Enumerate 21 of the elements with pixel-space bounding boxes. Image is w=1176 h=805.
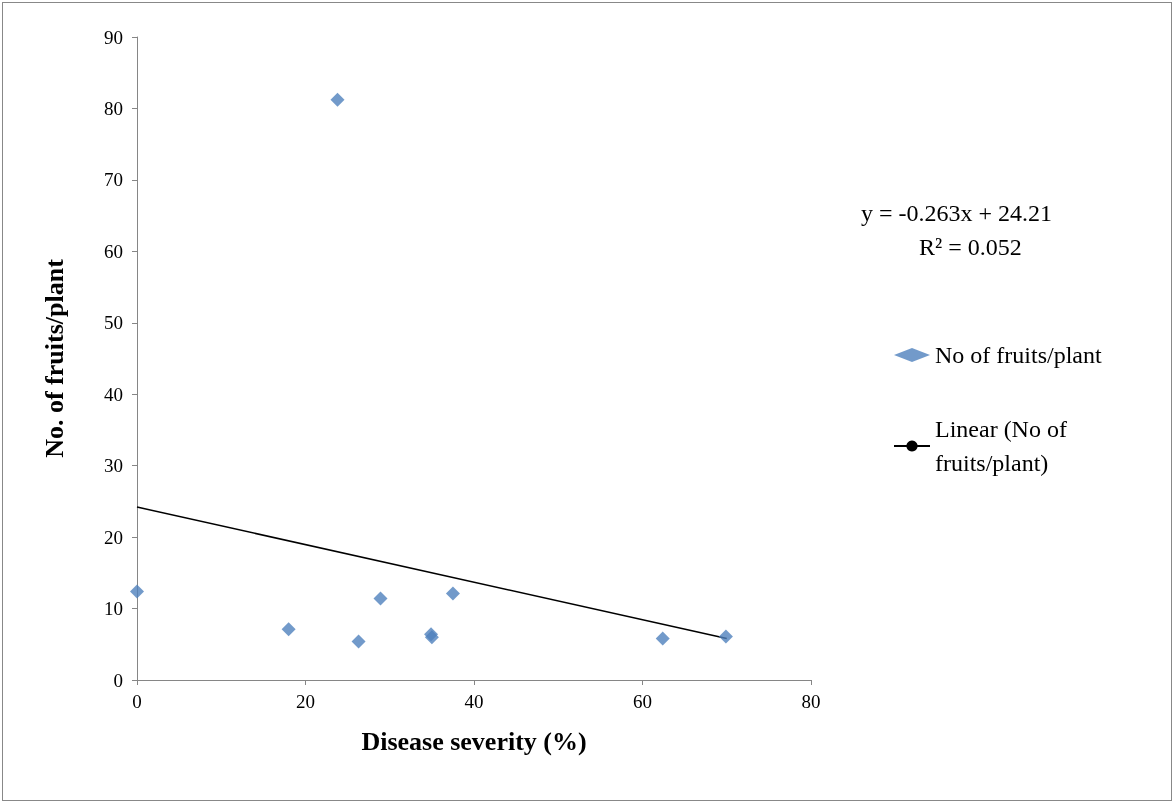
x-tick-label: 0 — [132, 691, 142, 712]
x-axis-title: Disease severity (%) — [361, 726, 587, 756]
y-tick-label: 60 — [104, 240, 123, 262]
y-tick-label: 50 — [104, 312, 123, 334]
y-tick-label: 40 — [104, 383, 123, 405]
text: R² = 0.052 — [919, 234, 1022, 260]
y-tick-label: 80 — [104, 97, 123, 119]
legend-label: No of fruits/plant — [935, 342, 1102, 368]
y-axis-title: No. of fruits/plant — [39, 258, 69, 458]
x-tick-label: 60 — [633, 691, 652, 712]
legend-label: Linear (No of fruits/plant) — [935, 416, 1073, 476]
x-tick-label: 40 — [464, 691, 484, 712]
y-tick-label: 90 — [104, 26, 123, 48]
y-tick-label: 10 — [104, 598, 123, 620]
x-tick-label: 20 — [296, 691, 315, 712]
y-tick-label: 20 — [104, 526, 123, 548]
y-tick-label: 30 — [104, 455, 123, 477]
y-tick-label: 70 — [104, 169, 123, 191]
text: y = -0.263x + 24.21 — [861, 200, 1053, 226]
y-tick-label: 0 — [113, 669, 123, 691]
x-tick-label: 80 — [801, 691, 821, 712]
